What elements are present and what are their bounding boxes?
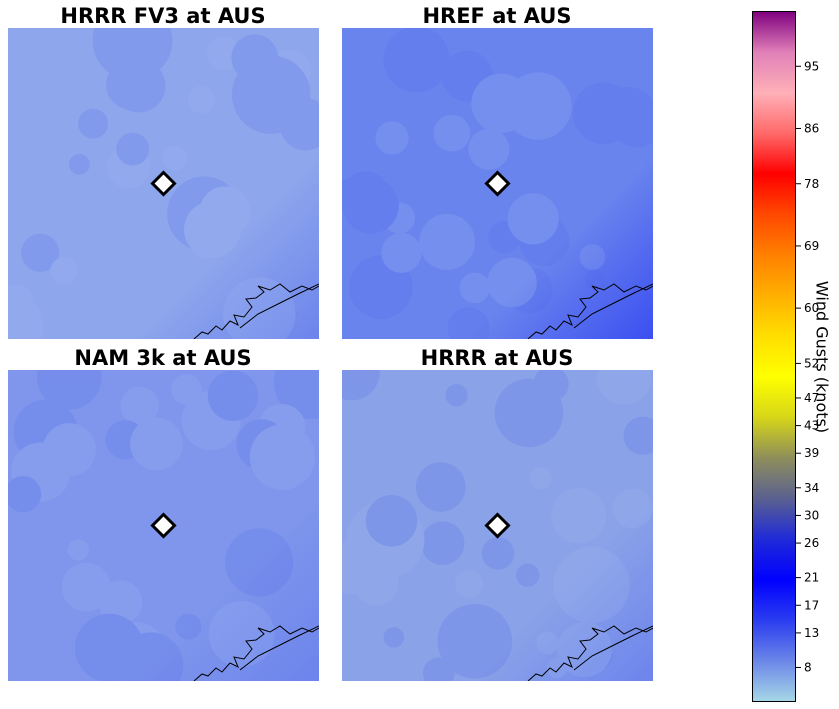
heatmap-panel	[8, 28, 319, 339]
colorbar-tick-label: 52	[804, 356, 819, 370]
colorbar-tick-label: 30	[804, 508, 819, 522]
colorbar-tick-label: 13	[804, 626, 819, 640]
aus-marker	[150, 170, 177, 197]
coastline	[527, 625, 653, 681]
coastline	[239, 625, 319, 671]
colorbar-gradient	[752, 11, 796, 702]
coastline	[527, 283, 653, 339]
colorbar-tick-label: 69	[804, 239, 819, 253]
heatmap-panel	[342, 370, 653, 681]
panel-title: HREF at AUS	[422, 4, 572, 28]
panel-title: HRRR FV3 at AUS	[60, 4, 266, 28]
colorbar-tick-label: 26	[804, 536, 819, 550]
coastline	[573, 283, 653, 329]
heatmap-texture	[8, 370, 319, 681]
heatmap-panel	[342, 28, 653, 339]
colorbar: 8 13 17 21 26 30 34 39 43 47 52 60 69 78 86 95	[752, 11, 819, 702]
aus-marker	[150, 512, 177, 539]
panel-title: HRRR at AUS	[420, 346, 574, 370]
colorbar-label: Wind Gusts (knots)	[812, 280, 832, 434]
heatmap-texture	[342, 370, 653, 681]
colorbar-tick-label: 47	[804, 391, 819, 405]
coastline	[193, 283, 319, 339]
colorbar-tick-label: 34	[804, 481, 819, 495]
panel-title: NAM 3k at AUS	[74, 346, 252, 370]
coastline	[193, 625, 319, 681]
colorbar-tick-label: 78	[804, 177, 819, 191]
colorbar-tick-label: 21	[804, 571, 819, 585]
coastline	[239, 283, 319, 329]
colorbar-tick-label: 43	[804, 419, 819, 433]
heatmap-texture	[342, 28, 653, 339]
aus-marker	[484, 512, 511, 539]
heatmap-panel	[8, 370, 319, 681]
aus-marker	[484, 170, 511, 197]
colorbar-tick-label: 39	[804, 446, 819, 460]
colorbar-tick-label: 86	[804, 121, 819, 135]
colorbar-tick-label: 8	[804, 660, 812, 674]
colorbar-tick-label: 95	[804, 59, 819, 73]
coastline	[573, 625, 653, 671]
colorbar-tick-label: 17	[804, 598, 819, 612]
heatmap-texture	[8, 28, 319, 339]
colorbar-tick-label: 60	[804, 301, 819, 315]
